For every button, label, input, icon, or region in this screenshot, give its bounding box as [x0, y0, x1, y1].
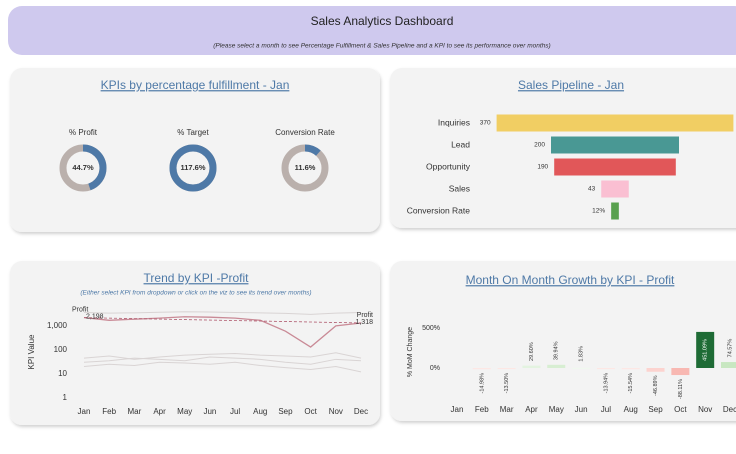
bar — [472, 368, 491, 370]
x-tick-label: Feb — [102, 407, 116, 416]
bar — [696, 331, 715, 368]
x-tick-label: Feb — [475, 405, 489, 414]
value-label: 39.94% — [554, 341, 560, 360]
bar — [611, 202, 619, 220]
annotation-label: Profit — [357, 312, 373, 319]
bar — [596, 368, 615, 370]
trend-line — [83, 317, 362, 324]
value-label: 12% — [592, 208, 605, 215]
line — [83, 316, 362, 348]
x-tick-label: Mar — [127, 407, 141, 416]
value-label: -13.94% — [603, 373, 609, 394]
value-label: 190 — [537, 164, 548, 171]
category-label: Lead — [451, 139, 470, 149]
x-tick-label: Jun — [203, 407, 216, 416]
y-tick-label: 100 — [54, 345, 68, 354]
panel-subtitle: (Either select KPI from dropdown or clic… — [80, 290, 311, 297]
annotation-value: 1,318 — [355, 319, 373, 326]
x-tick-label: Apr — [525, 405, 538, 414]
panel-title: Sales Pipeline - Jan — [518, 78, 624, 92]
value-label: 29.60% — [529, 342, 535, 361]
x-tick-label: May — [177, 407, 192, 416]
dashboard-subtitle: (Please select a month to see Percentage… — [213, 43, 550, 50]
x-tick-label: Oct — [674, 405, 687, 414]
header-bar — [8, 6, 736, 55]
value-label: 74.57% — [727, 339, 733, 358]
x-tick-label: Jun — [575, 405, 588, 414]
value-label: 200 — [534, 142, 545, 149]
value-label: -13.50% — [504, 373, 510, 394]
bar — [551, 136, 679, 154]
value-label: -88.11% — [678, 379, 684, 399]
y-tick-label: 1 — [63, 393, 68, 402]
donut-value: 117.6% — [180, 163, 205, 172]
x-tick-label: May — [549, 405, 564, 414]
x-tick-label: Sep — [648, 405, 663, 414]
x-tick-label: Nov — [698, 405, 712, 414]
category-label: Sales — [449, 183, 470, 193]
x-tick-label: Dec — [723, 405, 736, 414]
x-tick-label: Aug — [253, 407, 267, 416]
bar — [601, 180, 629, 198]
y-axis-label: KPI Value — [27, 334, 36, 370]
bar — [522, 365, 541, 368]
value-label: -15.54% — [628, 373, 634, 394]
bar — [497, 368, 516, 370]
donut-arc — [169, 144, 217, 192]
bar — [496, 114, 734, 132]
bar — [621, 368, 640, 370]
x-tick-label: Mar — [500, 405, 514, 414]
kpi-label: % Profit — [69, 128, 98, 137]
annotation-label: Profit — [72, 306, 88, 313]
bar — [646, 368, 665, 372]
x-tick-label: Jul — [601, 405, 611, 414]
x-tick-label: Jan — [78, 407, 91, 416]
value-label: -14.98% — [479, 373, 485, 394]
panel — [10, 261, 380, 425]
annotation-value: 2,198 — [86, 313, 104, 320]
bar — [554, 158, 676, 176]
donut-arc — [281, 144, 329, 192]
bar — [671, 368, 690, 376]
panel — [390, 261, 736, 421]
bar — [547, 364, 566, 368]
x-tick-label: Sep — [278, 407, 293, 416]
y-tick-label: 500% — [422, 325, 440, 332]
x-tick-label: Nov — [329, 407, 343, 416]
category-label: Inquiries — [438, 117, 470, 127]
x-tick-label: Jul — [230, 407, 240, 416]
line — [83, 356, 362, 365]
line — [83, 311, 362, 315]
y-axis-label: % MoM Change — [407, 327, 414, 377]
value-label: 43 — [588, 186, 596, 193]
bar — [721, 362, 736, 368]
kpi-label: Conversion Rate — [275, 128, 335, 137]
donut-value: 44.7% — [72, 163, 94, 172]
category-label: Opportunity — [426, 161, 471, 171]
value-label: 370 — [480, 120, 491, 127]
dashboard-title: Sales Analytics Dashboard — [311, 14, 454, 28]
value-label: 451.09% — [703, 339, 709, 361]
kpi-label: % Target — [177, 128, 209, 137]
panel-title: Trend by KPI -Profit — [144, 271, 250, 285]
line — [83, 361, 362, 373]
y-tick-label: 1,000 — [47, 321, 68, 330]
y-tick-label: 0% — [430, 365, 440, 372]
x-tick-label: Apr — [153, 407, 166, 416]
panel-title: Month On Month Growth by KPI - Profit — [466, 273, 675, 287]
x-tick-label: Aug — [624, 405, 638, 414]
value-label: -46.89% — [653, 375, 659, 396]
y-tick-label: 10 — [58, 369, 67, 378]
bar — [572, 367, 591, 369]
donut-arc — [59, 144, 107, 192]
x-tick-label: Dec — [354, 407, 368, 416]
category-label: Conversion Rate — [407, 205, 471, 215]
x-tick-label: Jan — [451, 405, 464, 414]
donut-value: 11.6% — [295, 163, 316, 172]
x-tick-label: Oct — [304, 407, 317, 416]
panel-title: KPIs by percentage fulfillment - Jan — [101, 78, 290, 92]
value-label: 1.83% — [579, 346, 585, 362]
